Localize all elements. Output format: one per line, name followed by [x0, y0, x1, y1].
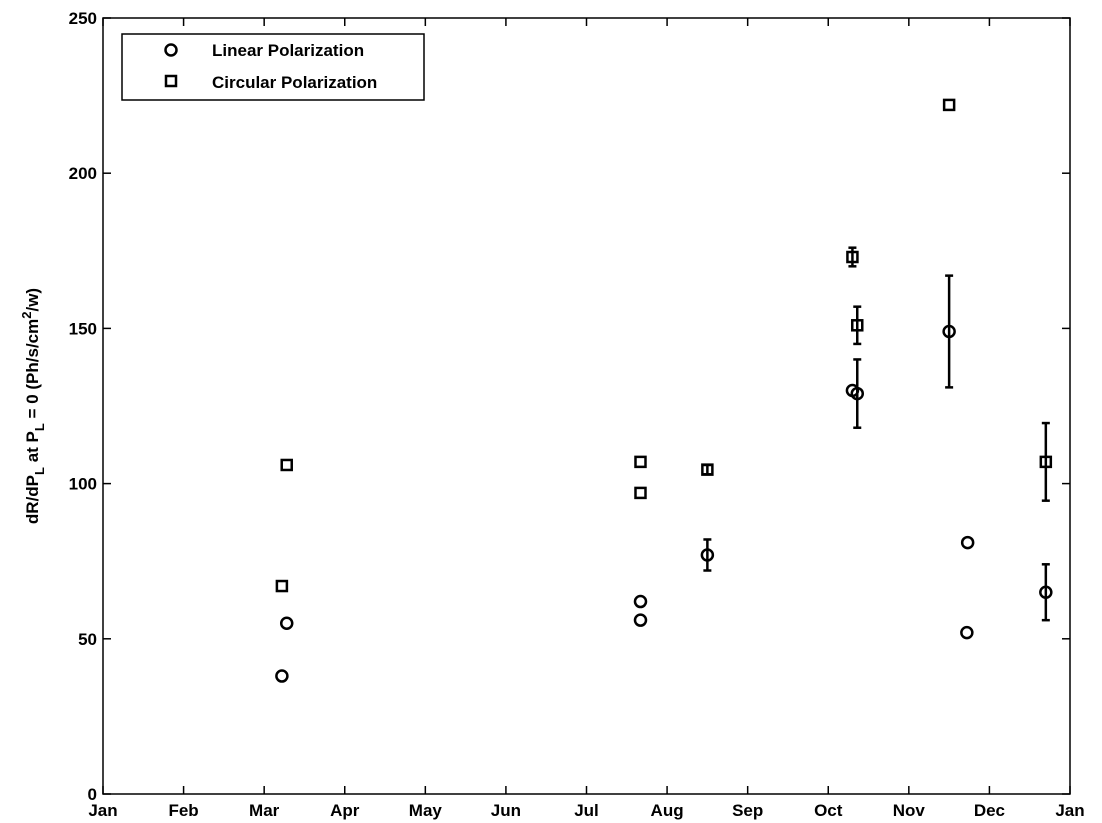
y-axis-label: dR/dPL at PL = 0 (Ph/s/cm2/w)	[19, 288, 47, 524]
y-tick-label: 50	[78, 630, 97, 649]
linear-polarization-point	[633, 613, 648, 627]
y-tick-label: 100	[69, 475, 97, 494]
circular-polarization-point	[634, 455, 647, 469]
x-tick-label: Oct	[814, 801, 843, 820]
circular-polarization-point	[701, 463, 714, 476]
ylabel-sub2: L	[32, 423, 47, 431]
linear-polarization-point	[942, 324, 956, 339]
linear-polarization-point	[275, 669, 289, 683]
x-tick-label: Jan	[88, 801, 117, 820]
data-points	[275, 98, 1053, 683]
circular-polarization-point	[280, 458, 293, 472]
x-tick-label: Feb	[168, 801, 198, 820]
linear-polarization-point	[633, 594, 648, 609]
x-tick-label: Sep	[732, 801, 763, 820]
ylabel-post: = 0 (Ph/s/cm	[23, 319, 42, 423]
x-tick-label: Jan	[1055, 801, 1084, 820]
circular-polarization-point	[851, 319, 864, 332]
ylabel-sup: 2	[19, 312, 34, 319]
legend-label-circular: Circular Polarization	[212, 73, 377, 92]
legend-label-linear: Linear Polarization	[212, 41, 364, 60]
ylabel-sub1: L	[32, 467, 47, 475]
x-tick-label: Jun	[491, 801, 521, 820]
linear-polarization-point	[850, 386, 865, 401]
linear-polarization-point	[1039, 585, 1053, 599]
x-tick-label: May	[409, 801, 443, 820]
ylabel-end: /w)	[23, 288, 42, 312]
linear-polarization-point	[960, 535, 975, 550]
x-tick-label: Mar	[249, 801, 280, 820]
circular-polarization-point	[942, 98, 956, 112]
linear-polarization-point	[960, 625, 974, 640]
ylabel-main: dR/dP	[23, 475, 42, 524]
y-tick-label: 0	[88, 785, 97, 804]
linear-polarization-point	[700, 548, 715, 562]
linear-polarization-point	[279, 616, 294, 631]
plot-frame	[102, 17, 1071, 795]
x-axis: Jan Feb Mar Apr May Jun Jul Aug Sep Oct Nov Dec Jan	[88, 18, 1085, 820]
y-axis: 0 50 100 150 200 250	[69, 9, 1070, 804]
y-tick-label: 150	[69, 319, 97, 338]
x-tick-label: Dec	[974, 801, 1005, 820]
y-tick-label: 250	[69, 9, 97, 28]
circular-polarization-point	[634, 486, 647, 500]
ylabel-mid: at P	[23, 431, 42, 467]
x-tick-label: Nov	[893, 801, 926, 820]
circular-polarization-point	[1039, 455, 1053, 469]
x-tick-label: Aug	[651, 801, 684, 820]
legend-marker-square	[164, 74, 178, 88]
x-tick-label: Apr	[330, 801, 360, 820]
y-tick-label: 200	[69, 164, 97, 183]
legend: Linear Polarization Circular Polarizatio…	[121, 33, 425, 101]
circular-polarization-point	[275, 579, 289, 593]
circular-polarization-point	[846, 250, 859, 264]
legend-marker-circle	[164, 43, 178, 57]
x-tick-label: Jul	[574, 801, 599, 820]
